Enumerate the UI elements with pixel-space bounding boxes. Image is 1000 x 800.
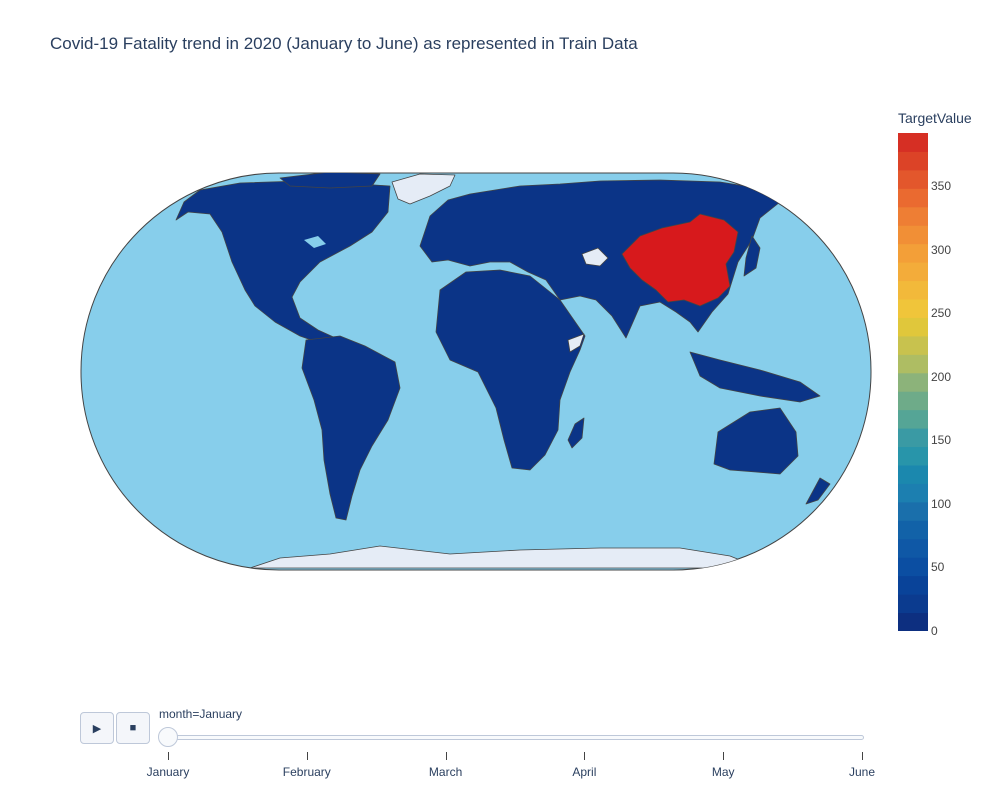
colorbar-segment <box>898 465 928 484</box>
slider-step-tick <box>168 752 169 760</box>
colorbar-segment <box>898 391 928 411</box>
colorbar-segment <box>898 428 928 448</box>
colorbar-tick-label: 300 <box>931 242 952 257</box>
colorbar-tick-label: 150 <box>931 433 952 448</box>
colorbar-tick-label: 100 <box>931 496 952 511</box>
slider-step-tick <box>306 752 308 760</box>
region-somalia[interactable] <box>567 333 585 353</box>
slider-step-label[interactable]: January <box>146 765 190 779</box>
colorbar-segment <box>898 317 928 337</box>
chart-title: Covid-19 Fatality trend in 2020 (January… <box>50 34 638 53</box>
colorbar-title: TargetValue <box>898 110 972 126</box>
colorbar-segment <box>898 594 928 614</box>
colorbar-segment <box>898 188 928 208</box>
colorbar-segment <box>898 538 928 558</box>
slider-step-tick <box>723 752 725 760</box>
slider-step-tick <box>445 752 447 760</box>
colorbar-segment <box>898 133 928 152</box>
region-australia[interactable] <box>713 407 799 475</box>
region-great-lakes <box>304 236 326 248</box>
slider-step-label[interactable]: April <box>572 765 597 779</box>
colorbar-tick-label: 200 <box>931 369 952 384</box>
colorbar-segment <box>898 299 928 318</box>
stop-icon: ■ <box>129 722 137 734</box>
slider-step-label[interactable]: March <box>428 765 463 779</box>
colorbar-segment <box>898 169 928 189</box>
colorbar-tick-label: 250 <box>931 306 952 321</box>
colorbar-segment <box>898 557 928 577</box>
region-africa[interactable] <box>435 269 586 471</box>
region-south-america[interactable] <box>301 335 401 521</box>
play-icon: ▶ <box>92 722 102 735</box>
slider-step-tick <box>584 752 586 760</box>
slider-track[interactable] <box>168 735 864 740</box>
colorbar-segment <box>898 446 928 466</box>
colorbar-segment <box>898 483 928 503</box>
region-china[interactable] <box>621 213 739 307</box>
stop-button[interactable]: ■ <box>116 712 150 744</box>
colorbar-segment <box>898 335 928 355</box>
colorbar-segment <box>898 243 928 263</box>
colorbar-segment <box>898 372 928 392</box>
colorbar-tick-label: 350 <box>931 179 952 194</box>
colorbar-segment <box>898 262 928 282</box>
play-button[interactable]: ▶ <box>80 712 114 744</box>
colorbar-segment <box>898 206 928 226</box>
colorbar-segment <box>898 501 928 521</box>
slider-step-label[interactable]: May <box>711 765 735 779</box>
slider-handle[interactable] <box>158 727 178 747</box>
region-arctic-islands[interactable] <box>279 172 381 189</box>
slider-step-label[interactable]: June <box>848 765 876 779</box>
colorbar-segment <box>898 409 928 429</box>
region-new-zealand[interactable] <box>805 477 831 505</box>
colorbar-segment <box>898 612 928 631</box>
slider-current-label: month=January <box>159 707 243 721</box>
colorbar-segment <box>898 520 928 540</box>
region-turkmenistan[interactable] <box>581 247 609 267</box>
slider-step-label[interactable]: February <box>282 765 331 779</box>
colorbar-segment <box>898 280 928 300</box>
region-greenland[interactable] <box>391 173 456 205</box>
colorbar-tick-label: 0 <box>931 624 938 638</box>
colorbar-segment <box>898 354 928 374</box>
region-north-america[interactable] <box>175 180 391 347</box>
region-japan[interactable] <box>743 235 761 277</box>
colorbar-segment <box>898 151 928 171</box>
colorbar-segment <box>898 575 928 595</box>
slider-step-tick <box>862 752 863 760</box>
colorbar-tick-label: 50 <box>931 560 945 575</box>
colorbar <box>898 133 928 631</box>
region-madagascar[interactable] <box>567 417 585 449</box>
region-sea-islands[interactable] <box>689 351 821 403</box>
colorbar-segment <box>898 225 928 245</box>
